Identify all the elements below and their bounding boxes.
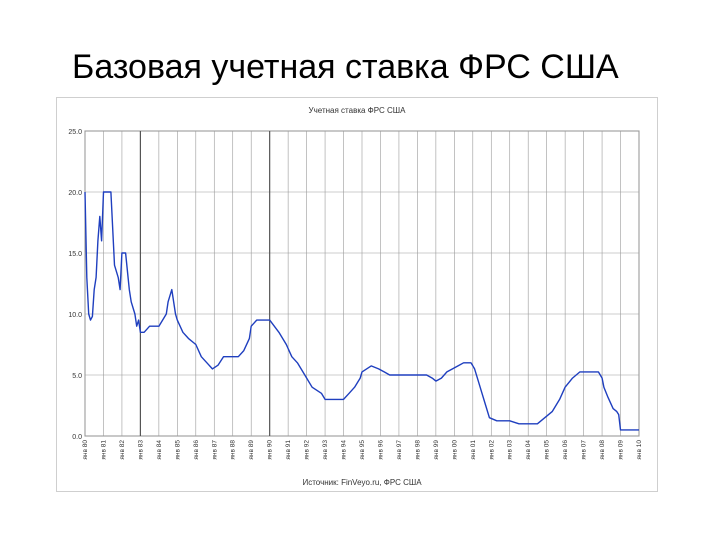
chart-frame: Учетная ставка ФРС США 0.0 5.0 10.0 15.0 20.… — [56, 97, 658, 492]
x-tick-label: янв 10 — [636, 440, 643, 460]
x-tick-label: янв 03 — [507, 440, 514, 460]
x-tick-label: янв 82 — [119, 440, 126, 460]
x-tick-label: янв 07 — [581, 440, 588, 460]
y-tick-label: 5.0 — [72, 373, 82, 380]
x-tick-label: янв 00 — [451, 440, 458, 460]
y-tick-labels: 0.0 5.0 10.0 15.0 20.0 25.0 — [68, 129, 82, 441]
x-tick-label: янв 94 — [341, 440, 348, 460]
x-tick-label: янв 92 — [304, 440, 311, 460]
x-tick-label: янв 06 — [562, 440, 569, 460]
x-tick-label: янв 98 — [414, 440, 421, 460]
x-tick-label: янв 91 — [285, 440, 292, 460]
x-tick-label: янв 80 — [82, 440, 89, 460]
x-tick-label: янв 87 — [211, 440, 218, 460]
y-tick-label: 15.0 — [68, 251, 82, 258]
x-tick-label: янв 93 — [322, 440, 329, 460]
slide-title: Базовая учетная ставка ФРС США — [72, 48, 619, 86]
x-tick-label: янв 97 — [396, 440, 403, 460]
chart-grid — [84, 130, 640, 437]
x-tick-label: янв 02 — [488, 440, 495, 460]
x-tick-label: янв 85 — [174, 440, 181, 460]
x-tick-label: янв 05 — [544, 440, 551, 460]
x-tick-label: янв 96 — [377, 440, 384, 460]
x-tick-label: янв 88 — [230, 440, 237, 460]
x-tick-label: янв 01 — [470, 440, 477, 460]
x-tick-label: янв 89 — [248, 440, 255, 460]
x-tick-label: янв 86 — [193, 440, 200, 460]
x-tick-label: янв 83 — [137, 440, 144, 460]
y-tick-label: 0.0 — [72, 434, 82, 441]
chart-source: Источник: FinVeyo.ru, ФРС США — [302, 478, 422, 487]
x-tick-label: янв 04 — [525, 440, 532, 460]
x-tick-label: янв 84 — [156, 440, 163, 460]
y-tick-label: 20.0 — [68, 190, 82, 197]
rate-line-chart: Учетная ставка ФРС США 0.0 5.0 10.0 15.0 20.… — [68, 106, 643, 487]
x-tick-label: янв 09 — [618, 440, 625, 460]
x-tick-label: янв 95 — [359, 440, 366, 460]
x-tick-label: янв 81 — [100, 440, 107, 460]
chart-title: Учетная ставка ФРС США — [309, 106, 407, 115]
x-tick-label: янв 08 — [599, 440, 606, 460]
x-tick-label: янв 90 — [267, 440, 274, 460]
y-tick-label: 25.0 — [68, 129, 82, 136]
y-tick-label: 10.0 — [68, 312, 82, 319]
x-tick-labels: янв 80 янв 81 янв 82 янв 83 янв 84 янв 85 янв … — [82, 440, 643, 460]
x-tick-label: янв 99 — [433, 440, 440, 460]
chart-series — [84, 191, 639, 431]
rate-series-line — [84, 191, 639, 431]
